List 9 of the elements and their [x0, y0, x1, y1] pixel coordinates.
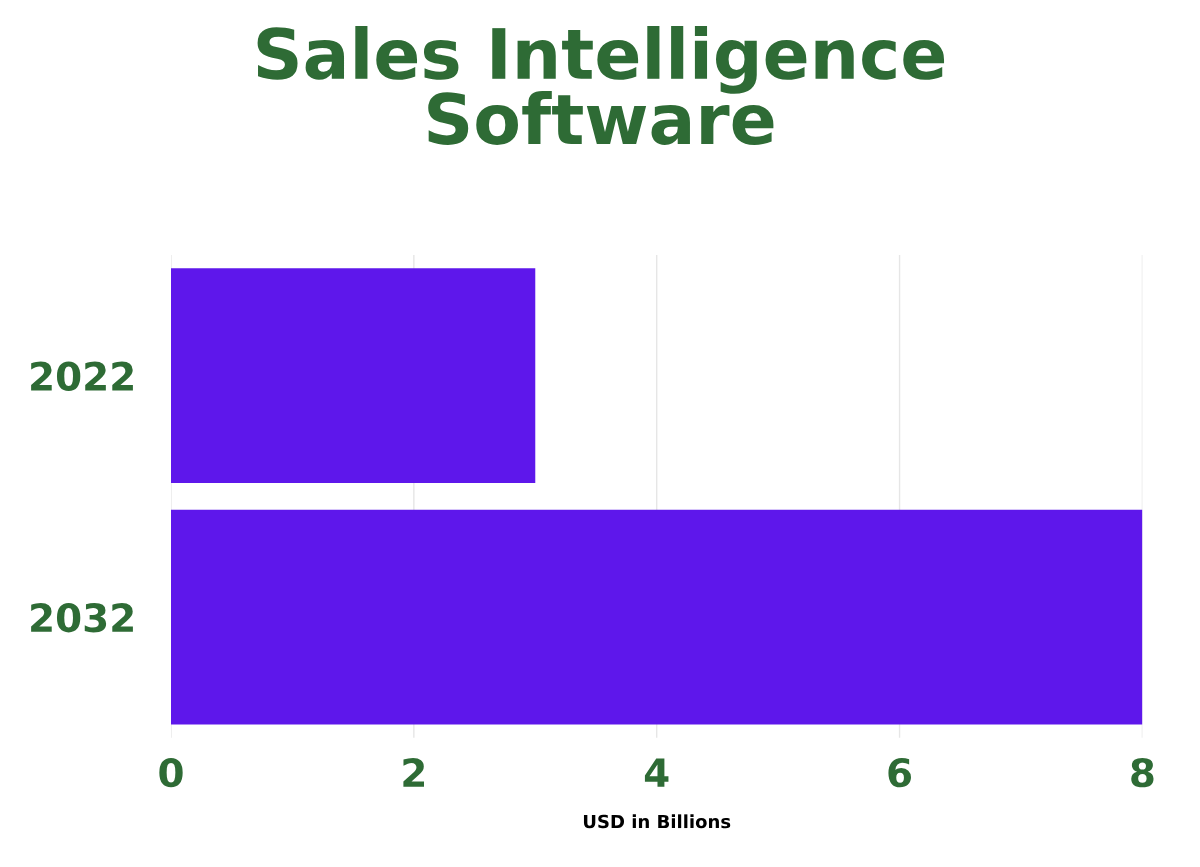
x-tick-label: 4 [644, 758, 669, 787]
x-tick-label: 8 [1131, 757, 1154, 788]
x-axis-title: USD in Billions [583, 814, 731, 829]
y-tick-label: 2032 [31, 603, 133, 633]
x-tick-label: 2 [403, 757, 424, 787]
y-tick-label: 2022 [31, 361, 133, 391]
chart-title: Sales Intelligence Software [257, 26, 945, 145]
x-tick-label: 6 [888, 757, 911, 788]
x-tick-label: 0 [159, 757, 183, 788]
